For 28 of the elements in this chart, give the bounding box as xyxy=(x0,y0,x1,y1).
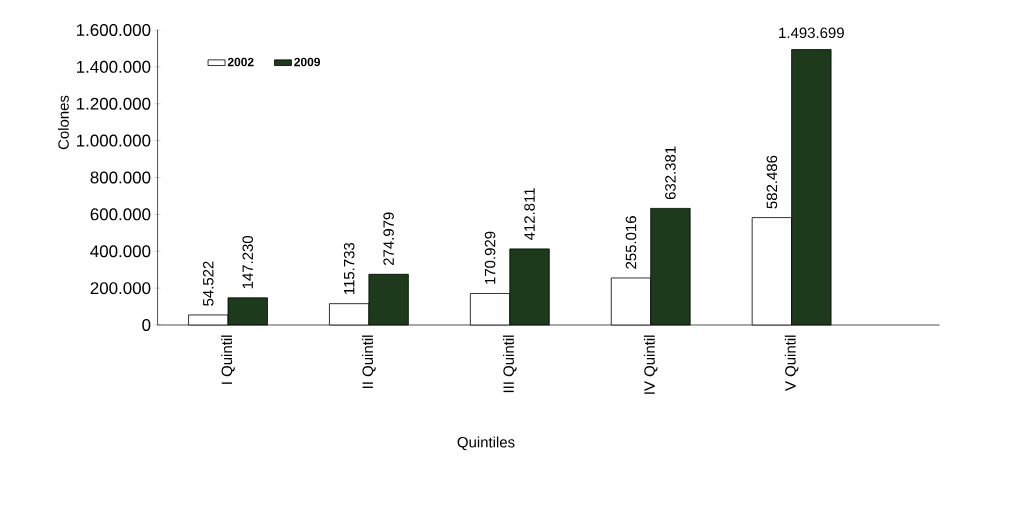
y-tick-label: 1.600.000 xyxy=(76,24,151,36)
x-tick-label: I Quintil xyxy=(221,335,235,384)
y-tick-label: 200.000 xyxy=(90,282,151,295)
y-tick-label: 800.000 xyxy=(90,171,151,184)
data-label: 54.522 xyxy=(202,261,214,306)
y-tick-label: 0 xyxy=(142,319,151,331)
x-tick-label: IV Quintil xyxy=(643,335,658,394)
data-label: 274.979 xyxy=(383,212,394,266)
legend-label: 2009 xyxy=(294,57,320,67)
data-label: 412.811 xyxy=(524,188,535,241)
y-tick-label: 1.000.000 xyxy=(76,134,151,147)
data-label: 255.016 xyxy=(625,216,637,269)
data-label: 1.493.699 xyxy=(779,27,844,39)
x-tick-label: II Quintil xyxy=(362,335,376,388)
x-axis-title: Quintiles xyxy=(457,436,515,451)
x-tick-label: III Quintil xyxy=(502,335,517,393)
y-tick-label: 400.000 xyxy=(90,245,151,258)
y-axis-title: Colones xyxy=(57,95,69,150)
y-tick-label: 600.000 xyxy=(90,208,151,221)
data-label: 632.381 xyxy=(665,146,676,200)
data-label: 170.929 xyxy=(484,231,496,284)
legend-label: 2002 xyxy=(227,57,254,67)
x-tick-label: V Quintil xyxy=(784,335,799,391)
data-label: 115.733 xyxy=(343,242,355,294)
y-tick-label: 1.200.000 xyxy=(76,97,151,110)
data-label: 582.486 xyxy=(766,155,778,209)
data-label: 147.230 xyxy=(242,235,254,289)
y-tick-label: 1.400.000 xyxy=(76,60,151,73)
